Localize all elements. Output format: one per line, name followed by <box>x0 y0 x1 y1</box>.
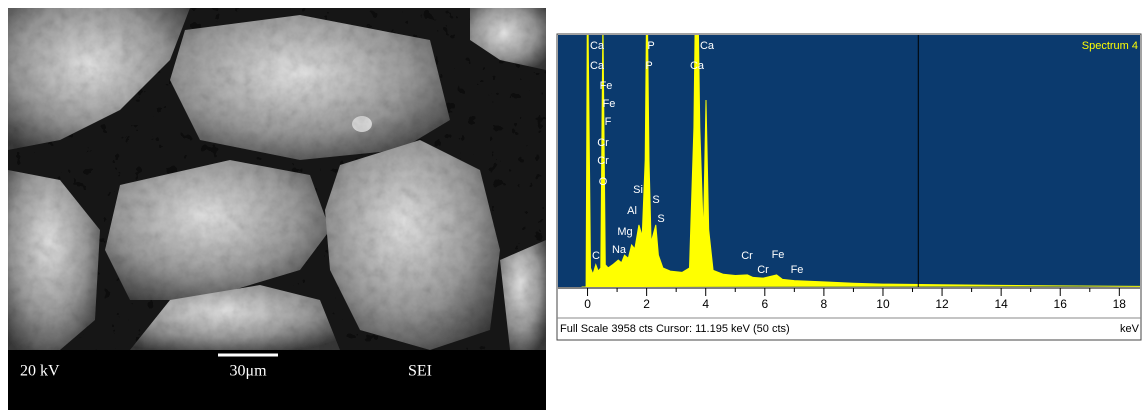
peak-label: Ca <box>690 60 705 72</box>
x-tick-label: 10 <box>876 297 890 311</box>
peak-label: Ca <box>590 40 605 52</box>
peak-label: Fe <box>772 249 785 261</box>
peak-label: Cr <box>757 264 769 276</box>
x-tick-label: 18 <box>1113 297 1127 311</box>
peak-label: O <box>599 176 608 188</box>
peak-label: Fe <box>791 264 804 276</box>
x-tick-label: 2 <box>643 297 650 311</box>
peak-label: P <box>645 60 652 72</box>
x-tick-label: 16 <box>1054 297 1068 311</box>
x-tick-label: 14 <box>994 297 1008 311</box>
peak-label: Na <box>612 244 627 256</box>
x-unit: keV <box>1120 323 1140 335</box>
x-tick-label: 4 <box>702 297 709 311</box>
peak-label: C <box>592 250 600 262</box>
peak-label: P <box>647 40 654 52</box>
peak-label: Si <box>633 184 643 196</box>
mode: SEI <box>408 363 432 380</box>
peak-label: S <box>652 194 659 206</box>
peak-label: Al <box>627 205 637 217</box>
peak-label: Cr <box>597 155 609 167</box>
peak-label: Fe <box>603 98 616 110</box>
peak-label: Cr <box>741 250 753 262</box>
sem-image: 20 kV 30μm SEI <box>8 8 546 410</box>
peak-label: F <box>605 116 612 128</box>
peak-label: Ca <box>700 40 715 52</box>
peak-label: Cr <box>597 137 609 149</box>
page: 20 kV 30μm SEI Spectrum 4 Full Scale 395… <box>0 0 1148 414</box>
peak-label: Mg <box>617 226 632 238</box>
peak-label: Fe <box>600 80 613 92</box>
x-tick-label: 6 <box>761 297 768 311</box>
x-tick-label: 8 <box>821 297 828 311</box>
footer: Full Scale 3958 cts Cursor: 11.195 keV (… <box>560 323 790 335</box>
peak-label: Ca <box>590 60 605 72</box>
figure: 20 kV 30μm SEI Spectrum 4 Full Scale 395… <box>0 0 1148 414</box>
scale-label: 30μm <box>229 363 267 380</box>
x-tick-label: 12 <box>935 297 949 311</box>
voltage: 20 kV <box>20 363 60 380</box>
peak-label: S <box>657 213 664 225</box>
x-tick-label: 0 <box>584 297 591 311</box>
spectrum-title: Spectrum 4 <box>1082 40 1138 52</box>
